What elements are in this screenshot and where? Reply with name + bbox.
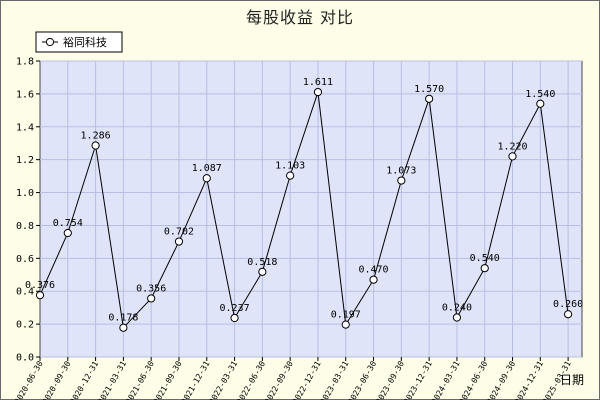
data-point — [174, 237, 184, 246]
y-tick-label: 1.2 — [16, 155, 34, 166]
data-point — [35, 291, 45, 300]
y-tick-label: 0.6 — [16, 254, 34, 265]
chart-title: 每股收益 对比 — [245, 8, 355, 27]
data-point — [480, 264, 489, 273]
y-tick-label: 1.0 — [16, 188, 34, 199]
legend-marker — [45, 37, 55, 47]
x-tick-label: 2022-12-31 — [291, 359, 323, 400]
data-label: 0.518 — [247, 257, 277, 268]
x-tick-label: 2023-09-30 — [374, 359, 406, 400]
data-label: 1.286 — [81, 131, 111, 142]
data-label: 1.570 — [414, 84, 444, 95]
data-point — [286, 171, 295, 180]
x-tick-label: 2021-03-31 — [96, 359, 128, 400]
y-tick-label: 0.8 — [16, 221, 34, 232]
data-label: 0.356 — [136, 283, 166, 294]
y-axis: 0.0 0.2 0.4 0.6 0.8 1.0 1.2 1.4 1.6 1.8 — [16, 57, 40, 364]
x-axis-label: 日期 — [560, 373, 584, 387]
data-label: 0.754 — [53, 218, 83, 229]
data-point — [341, 320, 350, 329]
x-tick-label: 2023-12-31 — [402, 359, 434, 400]
x-tick-label: 2024-09-30 — [485, 359, 517, 400]
y-tick-label: 0.4 — [16, 287, 34, 298]
data-point — [63, 228, 72, 238]
plot-area — [39, 60, 583, 358]
x-axis: 2020-06-302020-09-302020-12-312021-03-31… — [13, 357, 573, 400]
x-tick-label: 2022-09-30 — [263, 359, 295, 400]
series-line — [39, 91, 569, 329]
data-point — [508, 152, 517, 161]
data-point — [452, 313, 462, 322]
data-point — [425, 94, 434, 103]
y-tick-label: 1.4 — [16, 122, 34, 133]
data-label: 0.470 — [358, 265, 388, 276]
data-label: 0.240 — [442, 303, 472, 314]
legend-box — [35, 31, 123, 53]
y-tick-label: 0.0 — [16, 353, 34, 364]
legend-entry: 裕同科技 — [63, 35, 107, 49]
data-point — [397, 176, 406, 185]
grid-lines — [40, 60, 582, 358]
x-tick-label: 2021-09-30 — [152, 359, 184, 400]
x-tick-label: 2020-12-31 — [68, 359, 100, 400]
data-label: 0.540 — [470, 253, 500, 264]
x-tick-label: 2022-03-31 — [207, 359, 239, 400]
data-point — [119, 323, 128, 332]
x-tick-label: 2023-03-31 — [319, 359, 351, 400]
data-point — [230, 313, 239, 323]
x-tick-label: 2022-06-30 — [235, 359, 267, 400]
data-point — [313, 87, 323, 97]
y-tick-label: 0.2 — [16, 320, 34, 331]
x-tick-label: 2020-06-30 — [13, 359, 45, 400]
legend: 裕同科技 — [35, 31, 123, 53]
x-tick-label: 2024-12-31 — [513, 359, 545, 400]
x-tick-label: 2021-12-31 — [180, 359, 212, 400]
data-label: 1.220 — [497, 141, 527, 152]
y-tick-label: 1.8 — [16, 57, 34, 68]
data-point — [91, 141, 100, 150]
data-point — [202, 174, 211, 183]
data-label: 0.376 — [25, 280, 55, 291]
data-label: 0.237 — [220, 303, 250, 314]
data-label: 1.611 — [303, 77, 333, 88]
data-label: 0.260 — [553, 299, 583, 310]
data-point — [536, 99, 545, 108]
data-label: 1.540 — [525, 89, 555, 100]
x-tick-label: 2024-03-31 — [430, 359, 462, 400]
x-tick-label: 2023-06-30 — [346, 359, 378, 400]
data-label: 0.702 — [164, 227, 194, 238]
data-point — [258, 267, 267, 276]
series-group: 0.376 0.754 1.286 0.178 0.356 0.702 1.087 0.237… — [25, 77, 583, 332]
y-tick-label: 1.6 — [16, 89, 34, 100]
data-label: 0.178 — [108, 313, 138, 324]
x-tick-label: 2021-06-30 — [124, 359, 156, 400]
data-label: 1.103 — [275, 161, 305, 172]
data-label: 1.073 — [386, 166, 416, 177]
data-point — [369, 275, 378, 284]
x-tick-label: 2020-09-30 — [41, 359, 73, 400]
x-tick-label: 2024-06-30 — [458, 359, 490, 400]
data-point — [147, 294, 156, 303]
data-label: 0.197 — [331, 310, 361, 321]
data-label: 1.087 — [192, 163, 222, 174]
data-point — [564, 310, 573, 319]
